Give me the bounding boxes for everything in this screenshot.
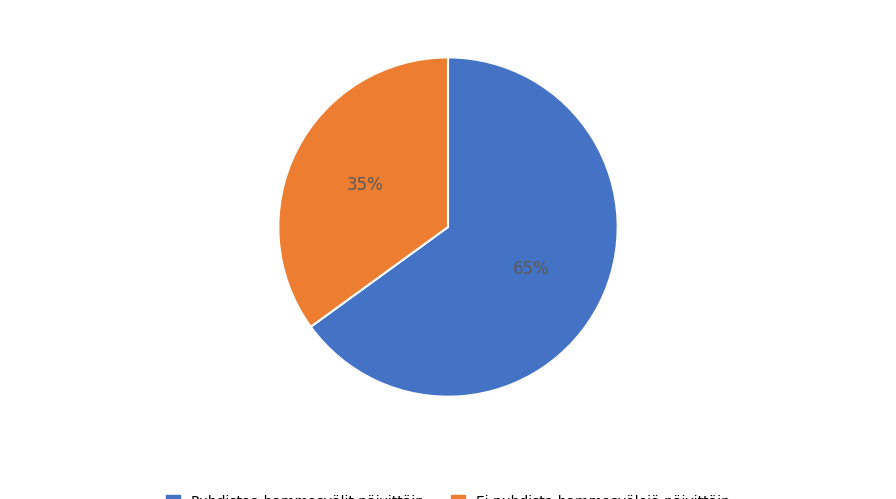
Wedge shape [311,57,617,397]
Text: 65%: 65% [513,260,549,278]
Text: 35%: 35% [347,176,383,194]
Legend: Puhdistaa hammasvälit päivittäin, Ei puhdista hammasvälejä päivittäin: Puhdistaa hammasvälit päivittäin, Ei puh… [166,495,730,499]
Wedge shape [279,57,448,327]
